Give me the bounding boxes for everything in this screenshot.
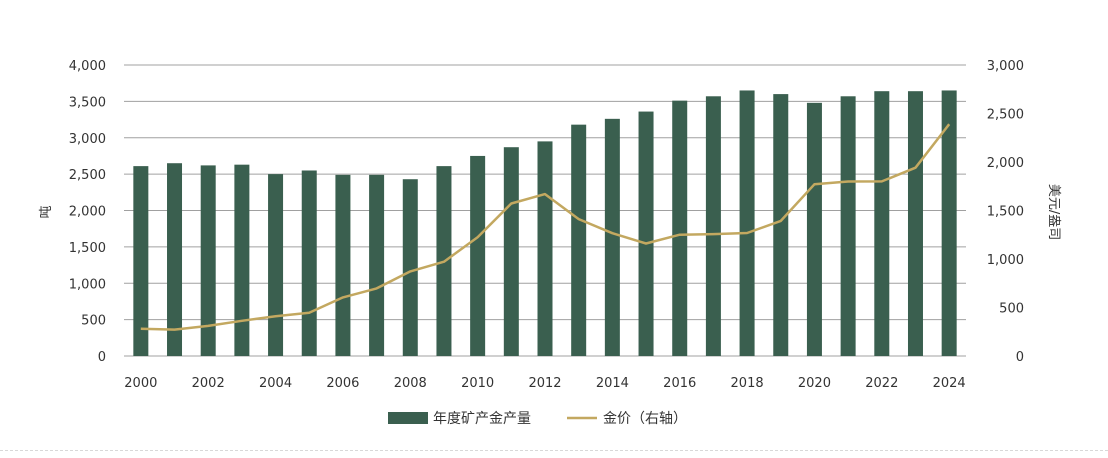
left-tick-label: 3,500: [69, 95, 106, 110]
left-tick-label: 0: [98, 350, 106, 365]
production-bar: [941, 90, 957, 357]
production-bar: [503, 147, 519, 356]
right-tick-label: 1,500: [987, 205, 1024, 220]
x-tick-label: 2000: [124, 376, 157, 391]
x-tick-label: 2012: [528, 376, 561, 391]
production-bar: [234, 164, 250, 356]
production-bar: [133, 166, 149, 356]
x-tick-label: 2024: [933, 376, 966, 391]
production-bar: [167, 163, 183, 356]
x-tick-label: 2020: [798, 376, 831, 391]
right-axis-label: 美元/盎司: [1046, 184, 1061, 240]
bottom-divider: [0, 450, 1108, 451]
left-y-axis-ticks: 0 500 1,000 1,500 2,000 2,500 3,000 3,500 4,000: [69, 59, 106, 365]
production-bar: [874, 91, 890, 356]
left-axis-label: 吨: [39, 205, 54, 218]
gold-price-line-group: [140, 123, 951, 331]
x-tick-label: 2010: [461, 376, 494, 391]
production-bar: [200, 165, 216, 356]
production-bar: [773, 94, 789, 356]
x-axis-ticks: 2000 2002 2004 2006 2008 2010 2012 2014 2016 2018…: [124, 376, 965, 391]
x-tick-label: 2018: [731, 376, 764, 391]
production-bar: [402, 179, 418, 356]
x-tick-label: 2014: [596, 376, 629, 391]
x-tick-label: 2008: [394, 376, 427, 391]
production-bar: [268, 174, 284, 356]
production-bar: [335, 174, 351, 356]
legend-bar-label: 年度矿产金产量: [433, 411, 531, 427]
right-tick-label: 500: [999, 302, 1024, 317]
legend: 年度矿产金产量 金价（右轴）: [388, 411, 687, 427]
right-tick-label: 2,500: [987, 108, 1024, 123]
left-tick-label: 4,000: [69, 59, 106, 74]
right-tick-label: 0: [1016, 350, 1024, 365]
left-tick-label: 500: [81, 314, 106, 329]
right-tick-label: 2,000: [987, 156, 1024, 171]
legend-line-label: 金价（右轴）: [603, 411, 687, 427]
x-tick-label: 2022: [865, 376, 898, 391]
production-bar: [672, 100, 688, 357]
right-tick-label: 1,000: [987, 253, 1024, 268]
right-y-axis-ticks: 0 500 1,000 1,500 2,000 2,500 3,000: [987, 59, 1024, 365]
production-bar: [470, 155, 486, 356]
left-tick-label: 1,500: [69, 241, 106, 256]
production-bar: [369, 174, 385, 356]
x-tick-label: 2006: [326, 376, 359, 391]
production-bar: [604, 118, 620, 357]
production-bar: [739, 90, 755, 357]
production-bar: [571, 124, 587, 356]
production-bar: [638, 111, 654, 356]
production-bar: [840, 96, 856, 356]
production-bar: [537, 141, 553, 356]
left-tick-label: 3,000: [69, 132, 106, 147]
x-tick-label: 2004: [259, 376, 292, 391]
production-bars: [133, 90, 957, 357]
left-tick-label: 2,000: [69, 205, 106, 220]
x-tick-label: 2002: [192, 376, 225, 391]
right-tick-label: 3,000: [987, 59, 1024, 74]
gold-price-line: [140, 123, 951, 331]
production-bar: [907, 91, 923, 356]
legend-bar-swatch: [388, 412, 428, 424]
production-bar: [705, 96, 721, 356]
left-tick-label: 1,000: [69, 277, 106, 292]
x-tick-label: 2016: [663, 376, 696, 391]
left-tick-label: 2,500: [69, 168, 106, 183]
production-bar: [806, 102, 822, 356]
production-bar: [301, 170, 317, 356]
